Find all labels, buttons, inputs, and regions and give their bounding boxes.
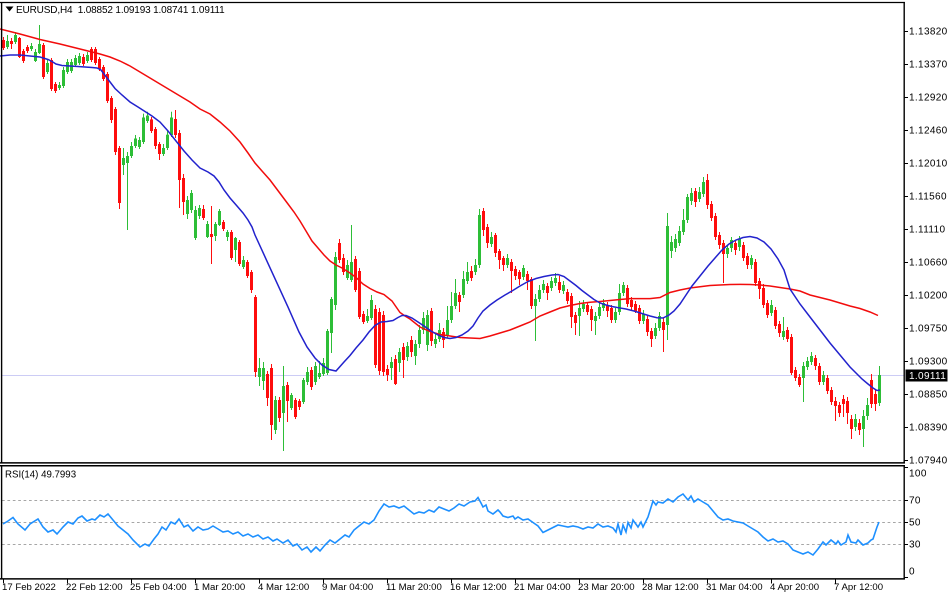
svg-text:1 Mar 20:00: 1 Mar 20:00 (194, 582, 245, 593)
svg-text:22 Feb 12:00: 22 Feb 12:00 (66, 582, 123, 593)
svg-text:28 Mar 12:00: 28 Mar 12:00 (642, 582, 699, 593)
svg-text:1.12920: 1.12920 (909, 93, 948, 104)
svg-text:25 Feb 04:00: 25 Feb 04:00 (130, 582, 187, 593)
svg-text:1.13370: 1.13370 (909, 60, 948, 71)
svg-text:17 Feb 2022: 17 Feb 2022 (2, 582, 56, 593)
svg-text:1.13820: 1.13820 (909, 27, 948, 38)
svg-text:100: 100 (909, 469, 927, 480)
svg-text:1.09300: 1.09300 (909, 357, 948, 368)
svg-text:1.08850: 1.08850 (909, 390, 948, 401)
svg-text:0: 0 (909, 567, 915, 578)
svg-text:1.07940: 1.07940 (909, 456, 948, 467)
svg-text:31 Mar 04:00: 31 Mar 04:00 (706, 582, 763, 593)
svg-text:4 Mar 12:00: 4 Mar 12:00 (258, 582, 309, 593)
svg-text:1.11560: 1.11560 (909, 192, 947, 203)
svg-text:23 Mar 20:00: 23 Mar 20:00 (578, 582, 635, 593)
svg-text:1.12460: 1.12460 (909, 126, 948, 137)
svg-text:4 Apr 20:00: 4 Apr 20:00 (770, 582, 819, 593)
svg-text:RSI(14) 49.7993: RSI(14) 49.7993 (5, 470, 76, 481)
svg-text:9 Mar 04:00: 9 Mar 04:00 (322, 582, 373, 593)
svg-text:1.12010: 1.12010 (909, 159, 948, 170)
svg-text:16 Mar 12:00: 16 Mar 12:00 (450, 582, 507, 593)
svg-text:30: 30 (909, 540, 921, 551)
svg-text:1.09111: 1.09111 (909, 371, 946, 382)
svg-text:50: 50 (909, 518, 921, 529)
svg-text:1.09750: 1.09750 (909, 324, 948, 335)
svg-text:1.11110: 1.11110 (909, 225, 945, 236)
svg-text:EURUSD,H4 1.08852 1.09193 1.0: EURUSD,H4 1.08852 1.09193 1.08741 1.0911… (16, 5, 225, 16)
svg-text:1.10200: 1.10200 (909, 291, 948, 302)
svg-text:1.08390: 1.08390 (909, 423, 948, 434)
svg-text:21 Mar 04:00: 21 Mar 04:00 (514, 582, 571, 593)
svg-text:11 Mar 20:00: 11 Mar 20:00 (386, 582, 442, 593)
svg-text:70: 70 (909, 496, 921, 507)
svg-text:7 Apr 12:00: 7 Apr 12:00 (834, 582, 883, 593)
svg-text:1.10660: 1.10660 (909, 258, 948, 269)
